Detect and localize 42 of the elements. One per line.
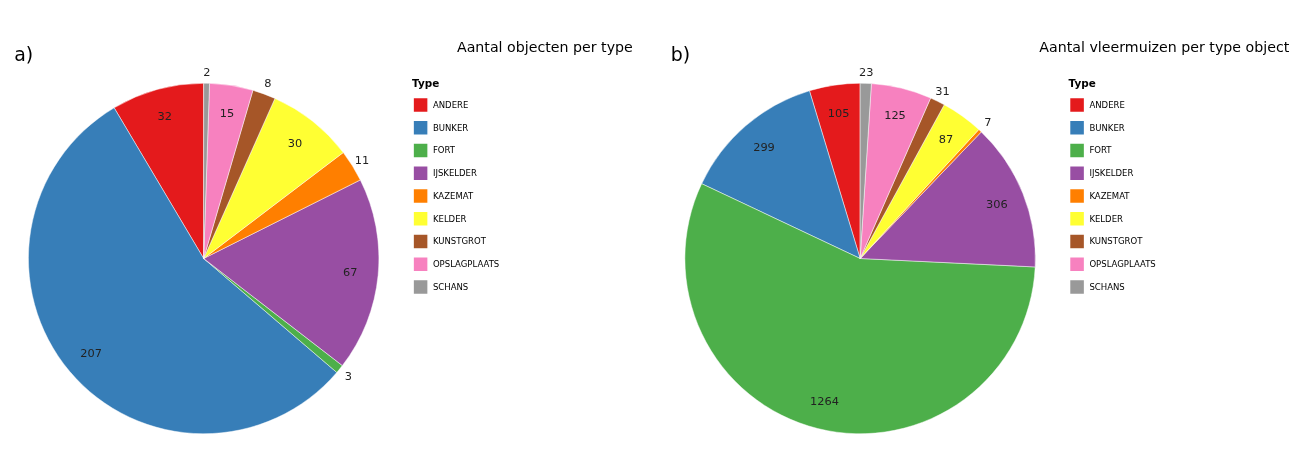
data-label: 8 (264, 76, 272, 91)
legend-title: Type (412, 77, 440, 90)
text: b) (670, 42, 691, 65)
legend-label: FORT (432, 145, 456, 156)
data-label: 1264 (810, 394, 839, 409)
data-label: 31 (935, 83, 950, 98)
legend-label: KUNSTGROT (1089, 236, 1144, 247)
text: a) (14, 42, 34, 65)
data-label: 125 (884, 108, 906, 123)
data-label: 105 (827, 105, 850, 120)
data-label: 32 (157, 109, 172, 124)
legend-label: IJSKELDER (432, 168, 477, 179)
data-label: 2 (203, 64, 211, 79)
data-label: 299 (753, 139, 775, 154)
data-label: 7 (984, 115, 992, 130)
data-label: 87 (938, 131, 954, 146)
legend-label: BUNKER (432, 122, 469, 133)
legend-label: KUNSTGROT (432, 236, 487, 247)
data-label: 207 (80, 346, 102, 361)
data-label: 67 (342, 265, 358, 280)
legend-label: OPSLAGPLAATS (432, 259, 500, 270)
legend-label: OPSLAGPLAATS (1089, 259, 1156, 270)
legend-label: SCHANS (1089, 281, 1125, 292)
data-label: 11 (354, 152, 370, 167)
legend-title: Type (1068, 77, 1096, 90)
data-label: 15 (219, 105, 235, 120)
data-label: 3 (344, 369, 353, 384)
legend-label: FORT (1089, 145, 1113, 156)
data-label: 23 (858, 64, 874, 79)
data-label: 306 (986, 196, 1008, 211)
data-label: 30 (287, 135, 303, 150)
legend-label: BUNKER (1089, 122, 1125, 133)
legend-label: ANDERE (1089, 99, 1125, 110)
text: Aantal objecten per type (456, 38, 633, 55)
chart-title: Aantal vleermuizen per type object (1039, 38, 1290, 55)
legend-label: KAZEMAT (1089, 190, 1131, 201)
legend-label: KAZEMAT (432, 190, 474, 201)
legend-label: KELDER (1089, 213, 1124, 224)
legend-label: ANDERE (432, 99, 469, 110)
legend-label: SCHANS (432, 281, 469, 292)
legend-label: IJSKELDER (1089, 168, 1134, 179)
legend-label: KELDER (432, 213, 467, 224)
